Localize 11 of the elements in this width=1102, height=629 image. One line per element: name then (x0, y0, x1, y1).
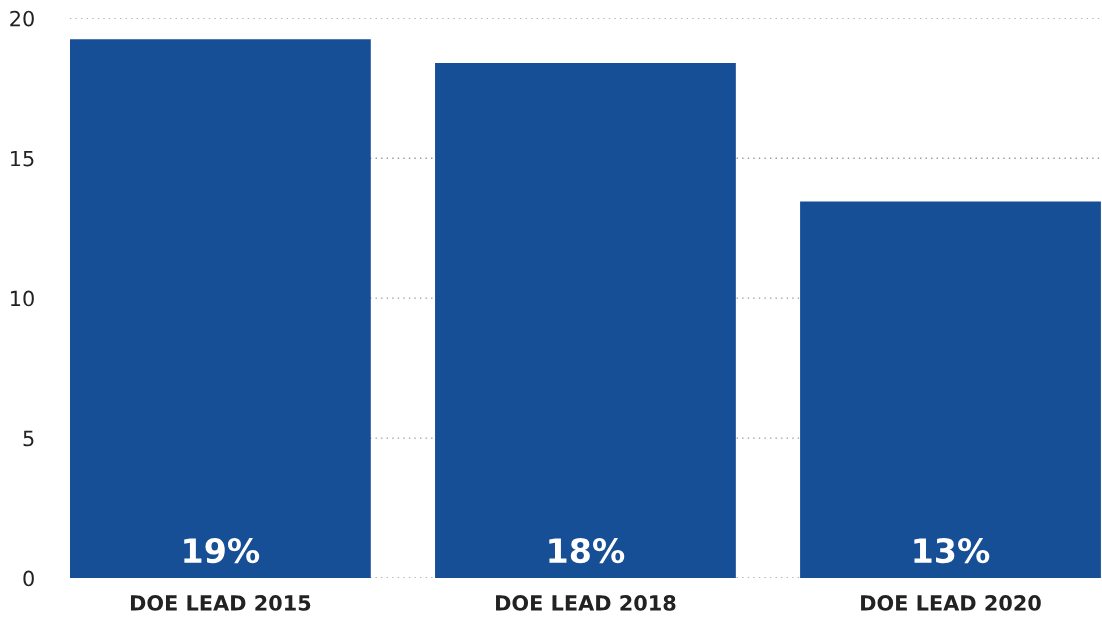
x-tick-label: DOE LEAD 2015 (130, 595, 311, 611)
y-tick-label: 15 (11, 150, 34, 167)
data-label: 19% (184, 537, 260, 564)
y-tick-label: 0 (23, 570, 34, 587)
y-tick-label: 10 (11, 290, 34, 307)
x-tick-label: DOE LEAD 2020 (861, 595, 1041, 611)
x-tick-label: DOE LEAD 2018 (496, 595, 676, 611)
y-tick-label: 20 (10, 10, 34, 27)
data-label: 13% (914, 537, 990, 564)
y-tick-label: 5 (23, 430, 34, 447)
data-label: 18% (549, 537, 625, 564)
